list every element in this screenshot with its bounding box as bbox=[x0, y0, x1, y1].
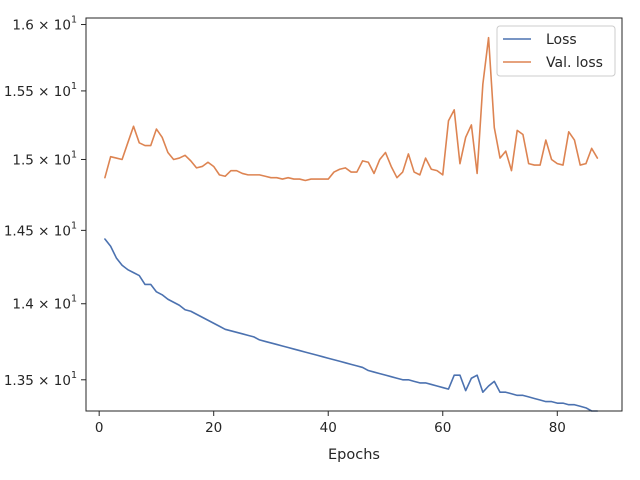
x-tick-label: 60 bbox=[434, 420, 451, 436]
legend-label-loss: Loss bbox=[546, 32, 577, 48]
x-tick-label: 20 bbox=[205, 420, 222, 436]
y-tick-label: 1.35 × 101 bbox=[4, 370, 77, 389]
axes-frame bbox=[85, 17, 623, 412]
y-tick-label: 1.55 × 101 bbox=[4, 81, 77, 100]
x-tick-label: 40 bbox=[320, 420, 337, 436]
legend-label-val-loss: Val. loss bbox=[546, 55, 603, 71]
series-line-0 bbox=[104, 238, 599, 412]
legend: Loss Val. loss bbox=[496, 25, 616, 77]
y-axis: 1.35 × 101 1.4 × 101 1.45 × 101 1.5 × 101 1.… bbox=[4, 15, 86, 389]
x-axis: 0 20 40 60 80 bbox=[95, 411, 566, 436]
series-line-1 bbox=[104, 36, 599, 182]
x-axis-title: Epochs bbox=[328, 447, 380, 463]
y-tick-label: 1.5 × 101 bbox=[12, 149, 77, 168]
y-tick-label: 1.45 × 101 bbox=[4, 220, 77, 239]
x-tick-label: 0 bbox=[95, 420, 104, 436]
x-tick-label: 80 bbox=[549, 420, 566, 436]
y-tick-label: 1.4 × 101 bbox=[12, 294, 77, 313]
y-tick-label: 1.6 × 101 bbox=[12, 15, 77, 34]
series-layer bbox=[104, 36, 599, 412]
